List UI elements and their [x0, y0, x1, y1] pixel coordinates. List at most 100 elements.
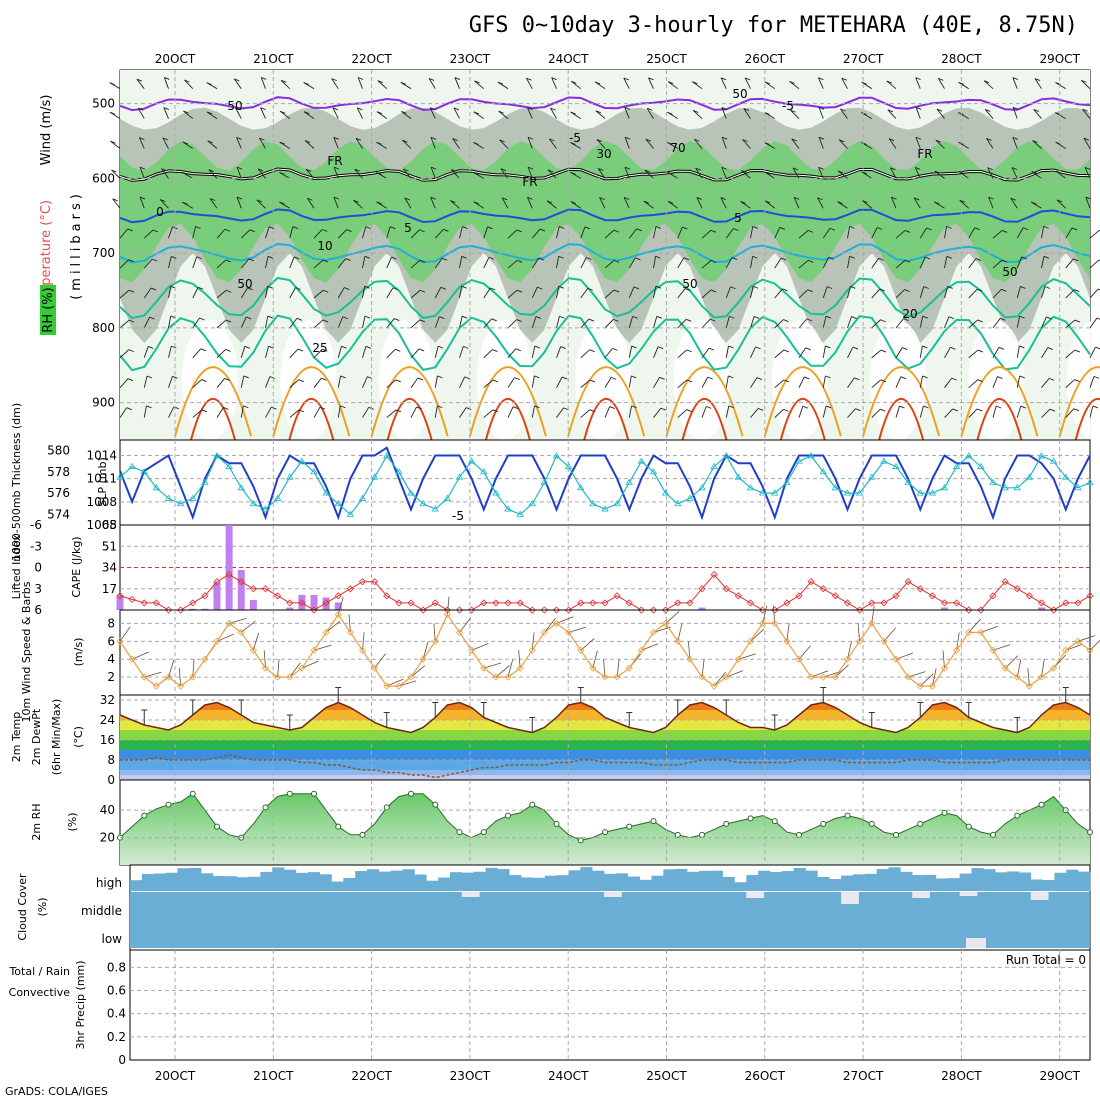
- wind-barb: [119, 289, 130, 299]
- wind-barb: [289, 379, 300, 389]
- wind-barb-flag: [473, 201, 479, 205]
- wind-barb: [919, 286, 925, 299]
- wind-barb: [337, 229, 347, 239]
- rh-point: [965, 823, 972, 830]
- wind-barb-flag: [453, 107, 460, 111]
- chart-title: GFS 0~10day 3-hourly for METEHARA (40E, …: [469, 13, 1078, 38]
- wind-barb: [483, 287, 491, 299]
- wind-barb-flag: [307, 197, 313, 201]
- wind-barb-flag: [146, 405, 152, 409]
- li-point: [953, 599, 961, 607]
- wind-barb-flag: [721, 136, 728, 140]
- wind-barb-flag: [376, 201, 382, 205]
- wind-speed-point: [928, 682, 936, 690]
- tick-label: 0.4: [107, 1007, 126, 1021]
- wind-barb-flag: [660, 407, 667, 411]
- wind-barb-flag: [487, 226, 493, 230]
- wind-barb: [289, 287, 296, 299]
- wind-barb: [483, 349, 493, 359]
- wind-barb: [580, 287, 589, 299]
- upper-ylabel-pressure: (millibars): [69, 190, 84, 300]
- wind-barb: [119, 378, 129, 388]
- cloud-mid-gap: [604, 892, 622, 897]
- tick-label: 6: [34, 603, 42, 617]
- wind-barb: [628, 345, 633, 358]
- tick-label: 2: [107, 670, 115, 684]
- wind-barb: [847, 286, 851, 299]
- wind-barb: [1041, 347, 1049, 359]
- wind-barb-flag: [645, 138, 652, 142]
- wind-barb: [958, 171, 970, 179]
- cape-bar: [213, 582, 221, 610]
- li-point: [322, 599, 330, 607]
- wind-speed-point: [1025, 682, 1033, 690]
- cloud-high-bar: [781, 871, 795, 891]
- wind-barb-flag: [225, 259, 231, 263]
- wind-barb: [362, 256, 366, 269]
- date-label-bottom: 29OCT: [1039, 1069, 1080, 1083]
- wind-barb: [410, 377, 419, 388]
- slp-ylabel-right: SLP (mb): [96, 457, 109, 507]
- wind-barb-flag: [279, 141, 285, 145]
- wind-barb-flag: [977, 379, 983, 383]
- wind-barb: [1065, 319, 1076, 329]
- wind-barb-flag: [1022, 227, 1029, 231]
- wind-barb: [353, 199, 363, 209]
- thickness-point: [358, 494, 367, 501]
- wind-barb: [556, 226, 560, 239]
- wind-speed-point: [261, 664, 270, 672]
- li-point: [819, 585, 827, 593]
- wind-barb: [265, 376, 271, 388]
- wind-ylabel: 10m Wind Speed & Barbs: [20, 581, 33, 722]
- li-point: [916, 585, 924, 593]
- wind-barb: [337, 375, 342, 388]
- wind-barb: [168, 376, 173, 388]
- wind-barb: [216, 407, 224, 418]
- li-point: [989, 592, 997, 600]
- li-point: [1074, 599, 1082, 607]
- wind-barb: [628, 405, 633, 418]
- wind-barb-flag: [802, 405, 809, 409]
- cape-bar: [286, 607, 294, 610]
- wind-barb: [789, 81, 800, 90]
- tick-label: 6: [107, 634, 115, 648]
- wind-barb-flag: [1002, 230, 1008, 233]
- wind-barb-flag: [293, 256, 300, 260]
- tick-label: 576: [47, 486, 70, 500]
- wind-barb-flag: [341, 345, 347, 349]
- wind-barb-flag: [589, 379, 596, 383]
- wind-barb: [721, 137, 727, 149]
- wind-barb-flag: [443, 228, 449, 232]
- li-point: [625, 599, 633, 607]
- wind-barb: [451, 169, 460, 179]
- contour-label: 25: [312, 341, 327, 355]
- wind-barb-flag: [534, 375, 540, 379]
- wind-barb: [871, 408, 881, 418]
- cape-bar: [116, 595, 124, 610]
- thickness-point: [504, 505, 512, 512]
- thickness-point: [940, 484, 949, 491]
- tick-label: 24: [100, 713, 115, 727]
- wind-barb-flag: [357, 77, 364, 80]
- li-point: [807, 578, 815, 586]
- li-point: [249, 585, 257, 593]
- date-label-top: 26OCT: [745, 52, 786, 66]
- li-point: [407, 599, 415, 607]
- wind-barb: [280, 79, 291, 90]
- li-point: [540, 606, 548, 614]
- wind-barb-flag: [915, 106, 922, 110]
- wind-barb: [547, 169, 557, 179]
- date-label-bottom: 22OCT: [351, 1069, 392, 1083]
- wind-barb: [721, 167, 727, 179]
- thickness-point: [176, 499, 185, 507]
- wind-barb: [1034, 78, 1042, 89]
- wind-barb: [386, 256, 392, 269]
- wind-barb: [313, 229, 323, 239]
- wind-barb: [303, 111, 315, 119]
- wind-barb-flag: [150, 287, 157, 291]
- wind-barb: [1016, 286, 1021, 299]
- cloud-high-bar: [402, 869, 415, 891]
- wind-barb: [604, 229, 615, 239]
- cloud-high-bar: [450, 872, 463, 891]
- wind-barb-flag: [783, 319, 789, 322]
